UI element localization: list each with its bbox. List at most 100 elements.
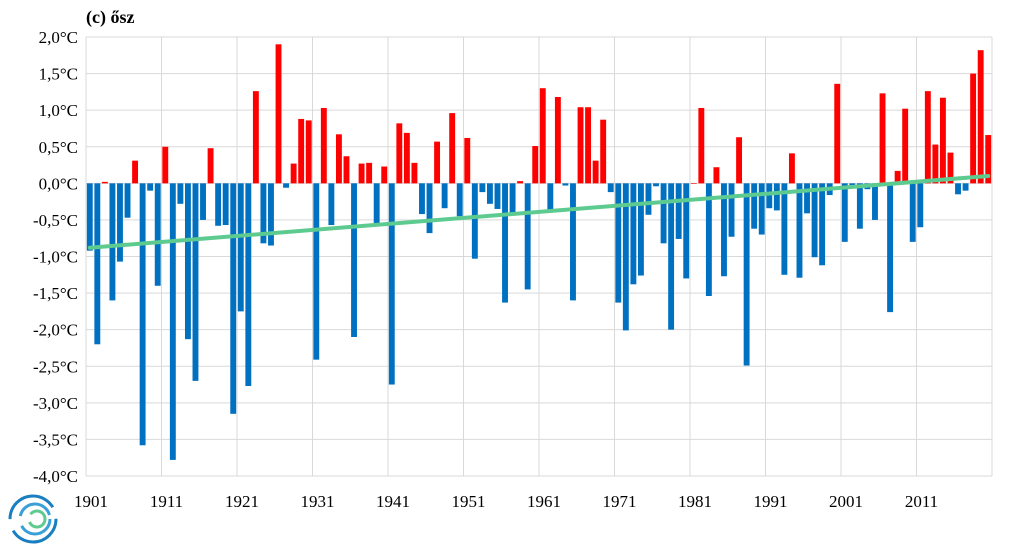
bar-1914: [184, 183, 191, 340]
bar-1930: [305, 120, 312, 184]
gridlines: [85, 36, 993, 477]
bar-1924: [260, 183, 267, 244]
bar-1901: [86, 183, 93, 251]
bar-1986: [728, 183, 735, 237]
bar-2013: [932, 144, 939, 184]
bar-1985: [721, 183, 727, 277]
trend-line-group: [87, 174, 991, 250]
bar-1923: [252, 91, 259, 184]
bar-1947: [434, 141, 441, 184]
bar-1976: [653, 183, 659, 187]
bar-1968: [592, 160, 599, 184]
bar-1912: [169, 183, 176, 460]
bar-1996: [804, 183, 810, 214]
bar-2000: [834, 83, 841, 184]
bar-1981: [690, 183, 697, 184]
bar-1920: [230, 183, 237, 414]
bar-1957: [509, 183, 516, 215]
x-tick-label: 1931: [301, 492, 335, 511]
bar-2018: [970, 73, 977, 184]
bar-1929: [298, 118, 305, 184]
bar-2002: [849, 183, 856, 186]
y-axis-tick-labels: 2,0°C 1,5°C 1,0°C 0,5°C 0,0°C -0,5°C -1,0°C -1,…: [33, 28, 78, 486]
x-tick-label: 1971: [603, 492, 637, 511]
x-tick-label: 1961: [527, 492, 561, 511]
bar-1954: [486, 183, 493, 204]
bar-1925: [268, 183, 274, 246]
bar-1906: [124, 183, 131, 218]
bar-1934: [335, 134, 342, 184]
bar-1974: [637, 183, 644, 276]
bar-1942: [396, 123, 403, 184]
bar-1971: [615, 183, 622, 303]
bar-1909: [147, 183, 154, 191]
bar-1931: [313, 183, 320, 360]
bar-1978: [668, 183, 675, 330]
bar-1916: [200, 183, 206, 220]
y-tick-label: -2,5°C: [33, 357, 78, 376]
bar-1994: [788, 153, 795, 184]
y-tick-label: 1,5°C: [39, 65, 78, 84]
bar-1980: [683, 183, 690, 279]
y-tick-label: -1,0°C: [33, 248, 78, 267]
bar-2009: [902, 108, 909, 184]
bar-1907: [132, 160, 139, 184]
bar-1952: [471, 183, 478, 259]
bar-2001: [841, 183, 848, 242]
y-tick-label: -3,0°C: [33, 394, 78, 413]
bar-1918: [215, 183, 222, 226]
bar-1928: [290, 163, 297, 184]
bar-1979: [675, 183, 682, 239]
bar-1977: [660, 183, 667, 244]
bar-1955: [494, 183, 501, 209]
x-tick-label: 1951: [452, 492, 486, 511]
bar-1964: [562, 183, 569, 186]
bar-2006: [879, 93, 886, 184]
bar-1951: [464, 137, 471, 184]
bar-2014: [939, 97, 946, 184]
bar-2017: [962, 183, 969, 191]
bar-2007: [887, 183, 894, 313]
bar-1950: [456, 183, 463, 217]
bar-1941: [388, 183, 395, 385]
bar-1939: [373, 183, 380, 226]
bar-1919: [222, 183, 229, 226]
y-tick-label: 0,0°C: [39, 174, 78, 193]
bar-1958: [517, 181, 524, 184]
bar-1992: [773, 183, 780, 211]
bar-1963: [554, 96, 561, 184]
bar-1956: [502, 183, 508, 303]
bar-2005: [872, 183, 878, 220]
bar-1965: [570, 183, 576, 301]
bar-1990: [758, 183, 765, 235]
bar-1904: [109, 183, 116, 301]
bar-1913: [177, 183, 184, 204]
bar-1982: [698, 107, 705, 184]
x-axis-tick-labels: 1901 1911 1921 1931 1941 1951 1961 1971 1981 1991…: [74, 492, 938, 511]
bar-1984: [713, 167, 720, 184]
bar-1946: [426, 183, 433, 234]
bar-2003: [856, 183, 863, 229]
x-tick-label: 1901: [74, 492, 108, 511]
x-tick-label: 2011: [905, 492, 938, 511]
x-tick-label: 1911: [150, 492, 183, 511]
bar-2008: [894, 170, 901, 184]
bar-2012: [924, 91, 931, 184]
bar-2019: [977, 50, 984, 184]
y-tick-label: 0,5°C: [39, 138, 78, 157]
bar-1911: [162, 146, 169, 184]
y-tick-label: 1,0°C: [39, 101, 78, 120]
x-tick-label: 1941: [376, 492, 410, 511]
bar-1959: [524, 183, 531, 290]
bar-2011: [917, 183, 924, 228]
x-tick-label: 1921: [225, 492, 259, 511]
bar-1905: [117, 183, 123, 262]
bar-2010: [909, 183, 916, 242]
bar-1973: [630, 183, 637, 285]
bar-1998: [819, 183, 826, 266]
bar-1932: [320, 107, 327, 184]
bar-1910: [154, 183, 161, 286]
bar-1972: [622, 183, 629, 331]
bar-2015: [947, 152, 954, 184]
